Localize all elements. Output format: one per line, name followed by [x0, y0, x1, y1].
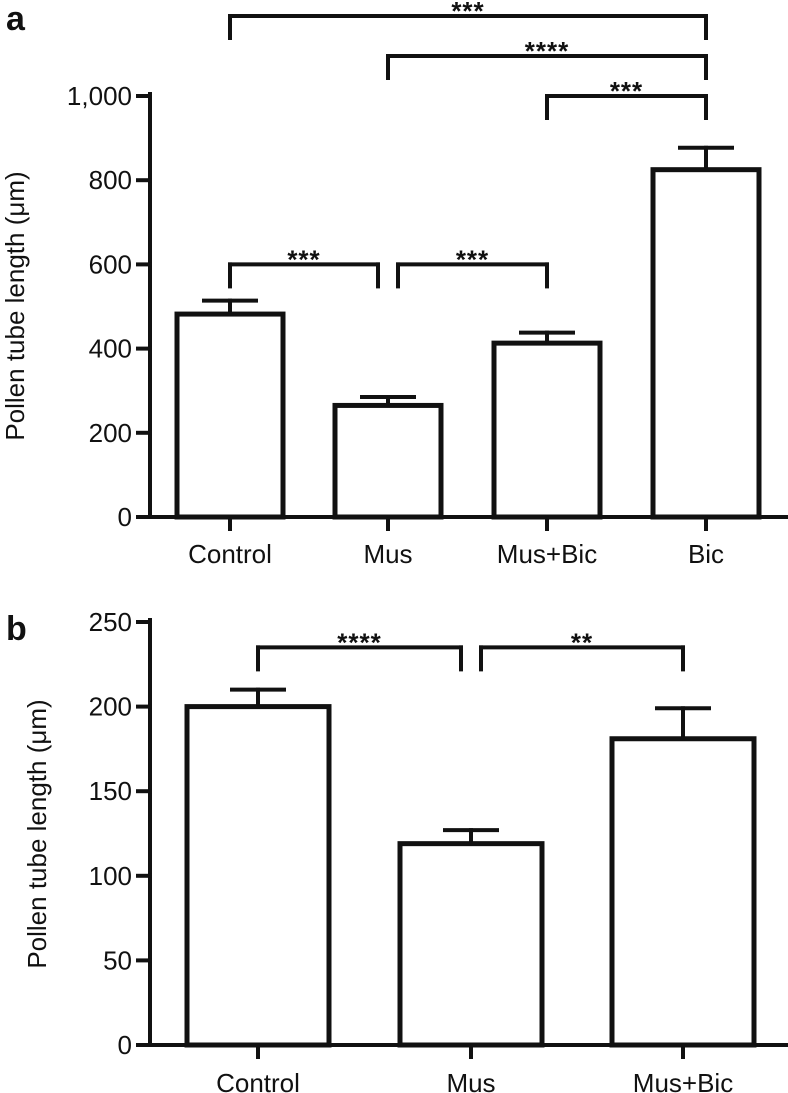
- y-axis-title: Pollen tube length (μm): [0, 171, 30, 440]
- x-tick-label: Mus: [446, 1068, 495, 1093]
- y-tick-label: 50: [103, 945, 132, 975]
- bar: [491, 340, 603, 520]
- significance-label: ***: [451, 0, 484, 26]
- panel-letter: a: [6, 0, 26, 38]
- panel-b: b Pollen tube length (μm) 0 50 100 150 200 250 C…: [6, 607, 788, 1093]
- bar: [184, 704, 332, 1048]
- y-tick-label: 200: [89, 692, 132, 722]
- bar: [332, 402, 444, 520]
- x-tick-label: Control: [188, 539, 272, 569]
- y-tick-label: 0: [118, 502, 132, 532]
- y-tick-label: 100: [89, 861, 132, 891]
- x-tick-label: Mus: [363, 539, 412, 569]
- x-tick-label: Control: [216, 1068, 300, 1093]
- x-tick-label: Bic: [688, 539, 724, 569]
- significance-bracket: ***: [396, 244, 549, 289]
- significance-bracket: ***: [545, 76, 708, 120]
- panel-a: a Pollen tube length (μm) 0 200 400 600 800 1,0…: [0, 0, 788, 569]
- y-tick-label: 800: [89, 165, 132, 195]
- x-tick-label: Mus+Bic: [497, 539, 597, 569]
- significance-bracket: ****: [256, 627, 463, 672]
- panel-letter: b: [6, 610, 27, 648]
- y-tick-label: 200: [89, 418, 132, 448]
- bar: [609, 736, 757, 1048]
- y-tick-label: 400: [89, 334, 132, 364]
- significance-bracket: ****: [386, 36, 708, 81]
- significance-label: ***: [287, 244, 320, 274]
- y-tick-label: 150: [89, 776, 132, 806]
- y-tick-label: 250: [89, 607, 132, 637]
- significance-label: ****: [337, 627, 381, 657]
- y-axis-title: Pollen tube length (μm): [22, 699, 52, 968]
- significance-label: ***: [610, 76, 643, 106]
- significance-label: ***: [456, 244, 489, 274]
- bar: [397, 841, 545, 1048]
- y-tick-label: 0: [118, 1030, 132, 1060]
- significance-bracket: ***: [228, 244, 380, 289]
- x-tick-label: Mus+Bic: [633, 1068, 733, 1093]
- significance-bracket: **: [479, 627, 685, 672]
- bar: [174, 311, 286, 520]
- y-tick-label: 600: [89, 249, 132, 279]
- significance-label: ****: [525, 36, 569, 66]
- y-tick-label: 1,000: [67, 81, 132, 111]
- bar: [650, 167, 762, 520]
- significance-bracket: ***: [228, 0, 708, 41]
- significance-label: **: [571, 627, 593, 657]
